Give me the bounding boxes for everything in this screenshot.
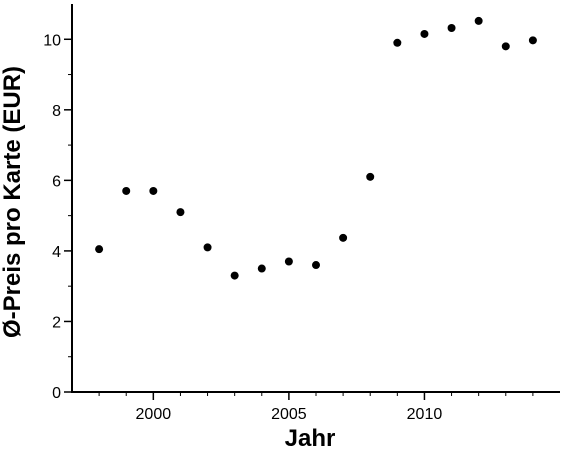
- data-point: [528, 36, 537, 45]
- x-tick-label: 2000: [136, 406, 172, 423]
- data-point: [474, 16, 483, 25]
- data-points: [95, 16, 537, 280]
- data-point: [203, 243, 212, 252]
- data-point: [366, 172, 375, 181]
- y-tick-label: 10: [43, 32, 61, 49]
- y-tick-label: 8: [52, 103, 61, 120]
- data-point: [339, 233, 348, 242]
- x-axis-title: Jahr: [285, 425, 336, 450]
- ticks: 0 2 4 6 8 10 2000 2005 2010: [43, 32, 534, 423]
- y-tick-label: 6: [52, 173, 61, 190]
- data-point: [447, 23, 456, 32]
- data-point: [257, 264, 266, 273]
- data-point: [420, 29, 429, 38]
- data-point: [95, 245, 104, 254]
- data-point: [284, 257, 293, 266]
- data-point: [501, 42, 510, 51]
- data-point: [122, 186, 131, 195]
- data-point: [312, 261, 320, 270]
- data-point: [230, 271, 239, 280]
- x-tick-label: 2005: [271, 406, 307, 423]
- x-tick-label: 2010: [407, 406, 443, 423]
- data-point: [393, 38, 402, 47]
- data-point: [176, 208, 185, 217]
- y-axis-title: Ø-Preis pro Karte (EUR): [0, 66, 26, 338]
- y-tick-label: 0: [52, 385, 61, 402]
- data-point: [149, 186, 158, 195]
- y-tick-label: 2: [52, 314, 61, 331]
- y-tick-label: 4: [52, 244, 61, 261]
